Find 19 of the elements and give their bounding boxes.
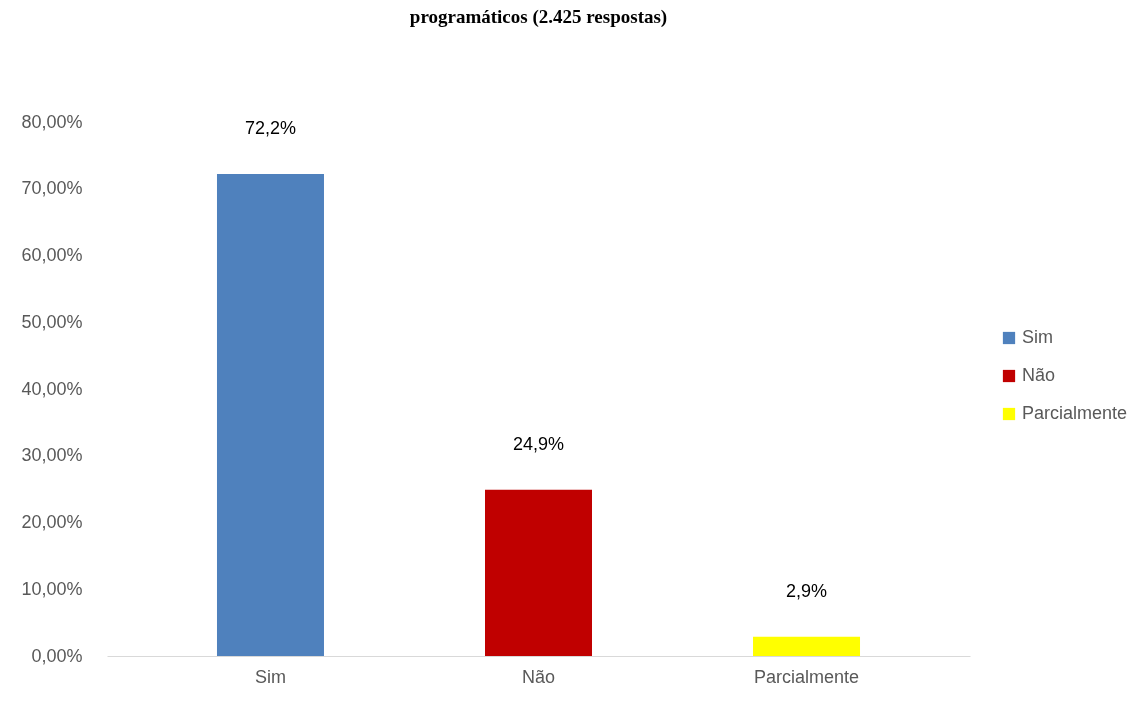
y-tick-label: 0,00% <box>31 645 83 666</box>
text: 72,2% <box>244 118 297 139</box>
x-tick-label: Sim <box>254 666 286 687</box>
text: 2,9% <box>786 580 828 601</box>
chart-title: programáticos (2.425 respostas) <box>409 6 668 28</box>
legend-label: Não <box>1022 365 1056 385</box>
y-tick-label: 70,00% <box>21 178 83 199</box>
y-tick-label: 40,00% <box>21 378 83 399</box>
y-tick-label: 60,00% <box>21 245 83 265</box>
y-tick-label: 20,00% <box>21 512 83 532</box>
text: 24,9% <box>512 433 565 454</box>
y-tick-label: 30,00% <box>21 445 83 466</box>
y-tick-label: 50,00% <box>21 311 83 332</box>
y-tick-label: 80,00% <box>21 111 83 132</box>
x-tick-label: Parcialmente <box>753 666 860 687</box>
legend-label: Sim <box>1022 327 1053 347</box>
legend-label: Parcialmente <box>1022 403 1127 423</box>
y-tick-label: 10,00% <box>21 578 83 599</box>
x-tick-label: Não <box>521 666 556 687</box>
